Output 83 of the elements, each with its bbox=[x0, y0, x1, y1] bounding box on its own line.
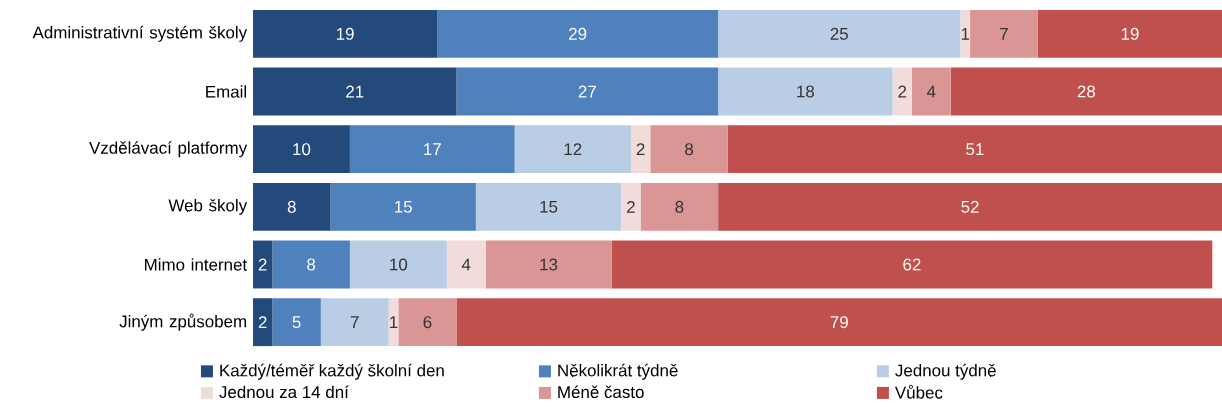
bar bbox=[911, 67, 951, 116]
data-label: 25 bbox=[830, 27, 848, 40]
bar bbox=[349, 240, 447, 289]
y-tick-label: Jiným způsobem bbox=[119, 313, 247, 331]
data-label: 5 bbox=[292, 316, 301, 329]
bar bbox=[718, 9, 961, 58]
bar bbox=[253, 240, 273, 289]
bar bbox=[446, 240, 486, 289]
bar bbox=[456, 67, 719, 116]
data-label: 4 bbox=[461, 258, 471, 271]
bar bbox=[718, 182, 1222, 231]
data-label: 51 bbox=[966, 143, 984, 156]
data-label: 1 bbox=[390, 316, 398, 328]
y-tick-label: Web školy bbox=[168, 198, 248, 215]
data-label: 10 bbox=[390, 258, 408, 271]
bar bbox=[253, 125, 350, 174]
data-label: 7 bbox=[1000, 28, 1008, 40]
bar bbox=[330, 182, 476, 231]
legend-label: Každý/téměř každý školní den bbox=[220, 363, 444, 380]
y-tick-label: Mimo internet bbox=[145, 258, 247, 271]
data-label: 2 bbox=[258, 258, 267, 271]
data-label: 28 bbox=[1077, 85, 1096, 98]
y-tick-label: Email bbox=[206, 85, 247, 98]
data-label: 8 bbox=[287, 200, 296, 213]
bar bbox=[960, 9, 971, 58]
data-label: 17 bbox=[424, 143, 441, 155]
bar bbox=[950, 67, 1222, 116]
bar bbox=[253, 182, 331, 231]
data-label: 15 bbox=[540, 200, 558, 213]
data-label: 2 bbox=[258, 316, 267, 329]
data-label: 15 bbox=[395, 200, 412, 213]
y-tick-label: Administrativní systém školy bbox=[32, 25, 248, 42]
data-label: 2 bbox=[898, 85, 907, 98]
data-label: 8 bbox=[307, 258, 316, 271]
y-tick-label: Vzdělávací platformy bbox=[89, 141, 248, 158]
bar bbox=[272, 298, 321, 347]
bar bbox=[611, 240, 1213, 289]
data-label: 29 bbox=[569, 27, 587, 40]
bar bbox=[640, 182, 719, 231]
data-label: 79 bbox=[830, 316, 848, 329]
data-label: 12 bbox=[564, 143, 582, 156]
data-label: 2 bbox=[636, 143, 645, 156]
data-label: 4 bbox=[926, 85, 936, 98]
bar bbox=[253, 9, 438, 58]
data-label: 1 bbox=[961, 28, 970, 40]
data-label: 6 bbox=[423, 316, 432, 329]
bar bbox=[320, 298, 389, 347]
bar bbox=[650, 125, 728, 174]
bar bbox=[485, 240, 612, 289]
data-label: 2 bbox=[627, 200, 635, 213]
data-label: 19 bbox=[1121, 27, 1139, 40]
data-label: 62 bbox=[903, 258, 921, 271]
data-label: 27 bbox=[578, 85, 596, 98]
legend-label: Jednou za 14 dní bbox=[219, 385, 349, 399]
bar bbox=[456, 298, 1222, 347]
data-label: 18 bbox=[797, 85, 815, 98]
bar bbox=[272, 240, 350, 289]
bar bbox=[630, 125, 651, 174]
data-label: 52 bbox=[961, 200, 979, 213]
legend-label: Vůbec bbox=[894, 384, 943, 399]
bar bbox=[718, 67, 893, 116]
bar bbox=[514, 125, 631, 174]
legend-label: Jednou týdně bbox=[895, 363, 996, 380]
bar bbox=[398, 298, 457, 347]
data-label: 19 bbox=[336, 27, 354, 40]
bar bbox=[621, 182, 641, 231]
data-label: 8 bbox=[675, 200, 684, 213]
bar bbox=[727, 125, 1222, 174]
legend-label: Méně často bbox=[558, 385, 644, 399]
bar bbox=[437, 9, 719, 58]
bar bbox=[892, 67, 912, 116]
bar bbox=[970, 9, 1038, 58]
bar bbox=[253, 298, 273, 347]
data-label: 21 bbox=[346, 85, 364, 98]
data-label: 7 bbox=[350, 316, 359, 328]
bar bbox=[475, 182, 622, 231]
legend-label: Několikrát týdně bbox=[558, 363, 678, 380]
data-label: 10 bbox=[293, 143, 311, 156]
bar bbox=[349, 125, 515, 174]
bar bbox=[1037, 9, 1222, 58]
bar bbox=[253, 67, 457, 116]
data-label: 8 bbox=[685, 143, 694, 156]
data-label: 13 bbox=[540, 258, 558, 271]
